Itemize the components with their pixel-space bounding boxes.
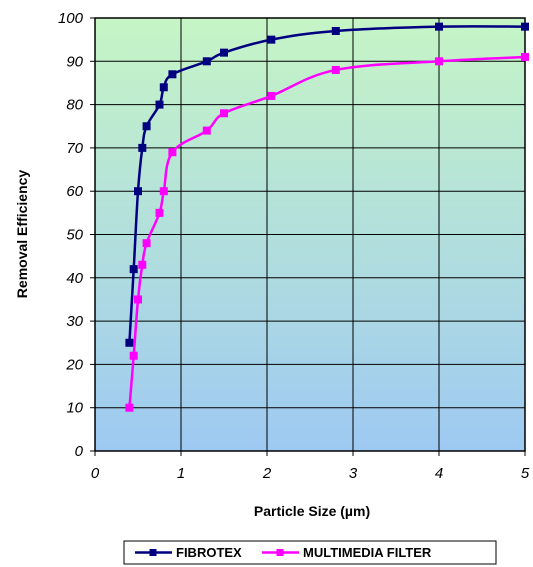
- y-tick-label: 10: [66, 400, 83, 417]
- y-tick-label: 50: [66, 227, 83, 244]
- data-point-1: [202, 126, 211, 135]
- data-point-0: [142, 122, 151, 131]
- data-point-1: [159, 187, 168, 196]
- data-point-0: [155, 100, 164, 109]
- data-point-0: [267, 35, 276, 44]
- y-tick-label: 0: [75, 443, 84, 460]
- x-tick-label: 5: [521, 465, 530, 482]
- data-point-1: [435, 57, 443, 66]
- series-line-1: [128, 55, 526, 408]
- legend-label-fibrotex: FIBROTEX: [176, 545, 242, 560]
- x-tick-label: 3: [349, 465, 358, 482]
- data-point-0: [134, 187, 142, 196]
- y-axis-title: Removal Efficiency: [14, 170, 30, 299]
- data-point-0: [331, 26, 340, 35]
- data-point-0: [129, 265, 138, 274]
- x-tick-label: 4: [435, 465, 443, 482]
- data-point-1: [521, 52, 529, 61]
- tick-labels: 0 10 20 30 40 50 60 70 80 90 100 0 1 2 3 4 5: [58, 10, 530, 482]
- data-point-1: [142, 239, 151, 248]
- x-tick-label: 2: [262, 465, 272, 482]
- data-point-1: [134, 295, 142, 304]
- y-tick-label: 70: [66, 140, 83, 157]
- data-point-0: [202, 57, 211, 66]
- y-tick-label: 90: [66, 53, 83, 70]
- y-tick-label: 100: [58, 10, 84, 27]
- data-point-0: [168, 70, 177, 79]
- legend-box: [123, 540, 497, 565]
- y-tick-label: 60: [66, 183, 83, 200]
- data-point-1: [331, 65, 340, 74]
- x-tick-label: 1: [177, 465, 185, 482]
- data-point-0: [159, 83, 168, 92]
- plot-border: [94, 17, 526, 452]
- data-point-1: [168, 148, 177, 157]
- y-tick-label: 80: [66, 97, 83, 114]
- series: [125, 22, 529, 412]
- y-tick-label: 40: [66, 270, 83, 287]
- data-point-1: [125, 403, 134, 412]
- data-point-0: [125, 338, 134, 347]
- x-axis-title: Particle Size (µm): [254, 503, 370, 519]
- data-point-1: [138, 260, 147, 269]
- x-tick-label: 0: [91, 465, 100, 482]
- data-point-1: [155, 208, 164, 217]
- legend: FIBROTEX MULTIMEDIA FILTER: [123, 540, 497, 565]
- legend-marker-fibrotex: [149, 549, 157, 556]
- legend-label-multimedia: MULTIMEDIA FILTER: [303, 545, 432, 560]
- y-tick-label: 20: [65, 356, 83, 373]
- data-point-1: [129, 351, 138, 360]
- data-point-0: [138, 143, 147, 152]
- data-point-1: [267, 91, 276, 100]
- data-point-0: [220, 48, 228, 57]
- y-tick-label: 30: [66, 313, 83, 330]
- grid: [90, 17, 526, 456]
- data-point-0: [435, 22, 443, 31]
- data-point-1: [220, 109, 228, 118]
- legend-marker-multimedia: [276, 549, 284, 556]
- data-point-0: [521, 22, 529, 31]
